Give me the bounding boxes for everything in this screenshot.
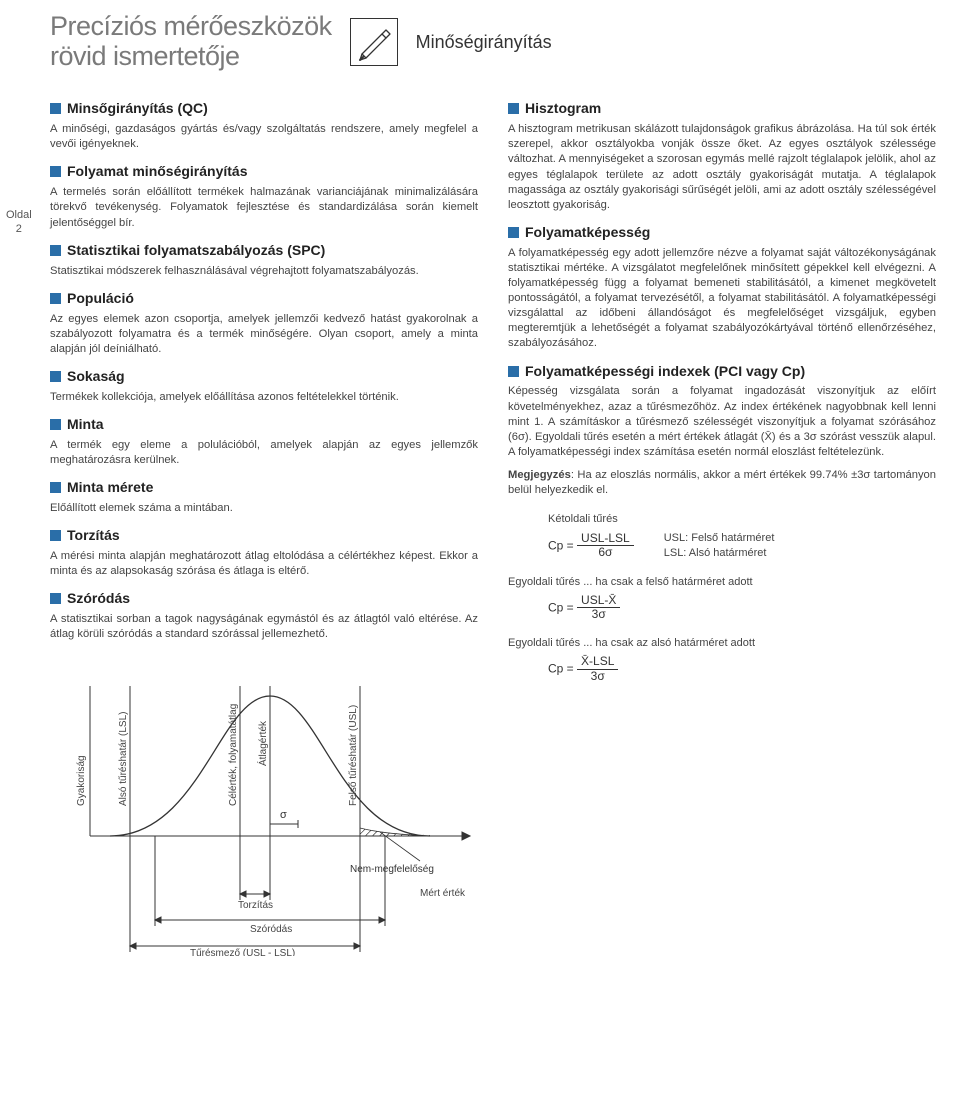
bullet-icon xyxy=(50,166,61,177)
bullet-icon xyxy=(50,293,61,304)
pencil-icon xyxy=(350,18,398,66)
bullet-icon xyxy=(50,245,61,256)
formula-caption: Egyoldali tűrés ... ha csak a felső hatá… xyxy=(508,575,936,590)
right-column: Hisztogram A hisztogram metrikusan skálá… xyxy=(508,89,936,960)
section-heading: Szóródás xyxy=(50,589,478,608)
page-number: 2 xyxy=(16,223,22,235)
section-body: A mérési minta alapján meghatározott átl… xyxy=(50,549,478,579)
formula-lower: Egyoldali tűrés ... ha csak az alsó hatá… xyxy=(508,636,936,683)
formula-bilateral: Kétoldali tűrés Cp = USL-LSL 6σ USL: Fel… xyxy=(548,512,936,561)
section-body: Előállított elemek száma a mintában. xyxy=(50,501,478,516)
note-label: Megjegyzés xyxy=(508,469,571,481)
left-column: Minsőgirányítás (QC) A minőségi, gazdasá… xyxy=(50,89,478,960)
formula-legend: USL: Felső határméret LSL: Alsó határmér… xyxy=(664,531,775,561)
section-heading: Minta mérete xyxy=(50,478,478,497)
chapter-title: Minőségirányítás xyxy=(416,30,552,54)
two-column-layout: Minsőgirányítás (QC) A minőségi, gazdasá… xyxy=(50,89,936,960)
bullet-icon xyxy=(50,371,61,382)
page-header: Precíziós mérőeszközök rövid ismertetője… xyxy=(50,12,936,71)
fraction: USL-X̄ 3σ xyxy=(577,594,620,623)
y-axis-label: Gyakoriság xyxy=(76,756,87,807)
target-label: Célérték, folyamatátlag xyxy=(228,704,239,806)
section-body: Statisztikai módszerek felhasználásával … xyxy=(50,264,478,279)
usl-label: Felső tűréshatár (USL) xyxy=(348,705,359,806)
title-line-1: Precíziós mérőeszközök xyxy=(50,11,332,41)
section-body: A termék egy eleme a polulációból, amely… xyxy=(50,438,478,468)
note: Megjegyzés: Ha az eloszlás normális, akk… xyxy=(508,468,936,498)
bullet-icon xyxy=(508,103,519,114)
lsl-label: Alsó tűréshatár (LSL) xyxy=(118,712,129,807)
note-text: : Ha az eloszlás normális, akkor a mért … xyxy=(508,469,936,496)
spread-label: Szóródás xyxy=(250,924,292,935)
section-heading: Minta xyxy=(50,415,478,434)
main-title: Precíziós mérőeszközök rövid ismertetője xyxy=(50,12,332,71)
section-body: Az egyes elemek azon csoportja, amelyek … xyxy=(50,312,478,357)
section-heading: Hisztogram xyxy=(508,99,936,118)
bullet-icon xyxy=(508,227,519,238)
bullet-icon xyxy=(50,482,61,493)
bullet-icon xyxy=(50,419,61,430)
bias-label: Torzítás xyxy=(238,900,273,911)
nonconformity-label: Nem-megfelelőség xyxy=(350,864,434,875)
fraction: X̄-LSL 3σ xyxy=(577,655,618,684)
formula-caption: Kétoldali tűrés xyxy=(548,512,936,527)
section-body: A minőségi, gazdaságos gyártás és/vagy s… xyxy=(50,122,478,152)
formula-upper: Egyoldali tűrés ... ha csak a felső hatá… xyxy=(508,575,936,622)
section-body: A termelés során előállított termékek ha… xyxy=(50,185,478,230)
tolerance-label: Tűrésmező (USL - LSL) xyxy=(190,948,295,956)
section-body: A folyamatképesség egy adott jellemzőre … xyxy=(508,246,936,352)
title-line-2: rövid ismertetője xyxy=(50,41,240,71)
section-heading: Folyamat minőségirányítás xyxy=(50,162,478,181)
formula-caption: Egyoldali tűrés ... ha csak az alsó hatá… xyxy=(508,636,936,651)
section-body: Képesség vizsgálata során a folyamat ing… xyxy=(508,384,936,460)
section-heading: Folyamatképességi indexek (PCI vagy Cp) xyxy=(508,362,936,381)
bullet-icon xyxy=(50,530,61,541)
bullet-icon xyxy=(508,366,519,377)
sigma-label: σ xyxy=(280,809,287,821)
section-body: A hisztogram metrikusan skálázott tulajd… xyxy=(508,122,936,213)
section-heading: Statisztikai folyamatszabályozás (SPC) xyxy=(50,241,478,260)
mean-label: Átlagérték xyxy=(256,720,269,766)
section-heading: Torzítás xyxy=(50,526,478,545)
section-body: A statisztikai sorban a tagok nagyságána… xyxy=(50,612,478,642)
section-heading: Populáció xyxy=(50,289,478,308)
bullet-icon xyxy=(50,593,61,604)
section-heading: Minsőgirányítás (QC) xyxy=(50,99,478,118)
section-heading: Sokaság xyxy=(50,367,478,386)
bullet-icon xyxy=(50,103,61,114)
section-body: Termékek kollekciója, amelyek előállítás… xyxy=(50,390,478,405)
page-number-tab: Oldal 2 xyxy=(6,208,32,237)
x-axis-label: Mért érték xyxy=(420,888,466,899)
page-label: Oldal xyxy=(6,209,32,221)
normal-distribution-diagram: σ Nem-megfelelőség Gyakoriság Alsó tűrés… xyxy=(50,656,490,960)
fraction: USL-LSL 6σ xyxy=(577,532,634,561)
section-heading: Folyamatképesség xyxy=(508,223,936,242)
